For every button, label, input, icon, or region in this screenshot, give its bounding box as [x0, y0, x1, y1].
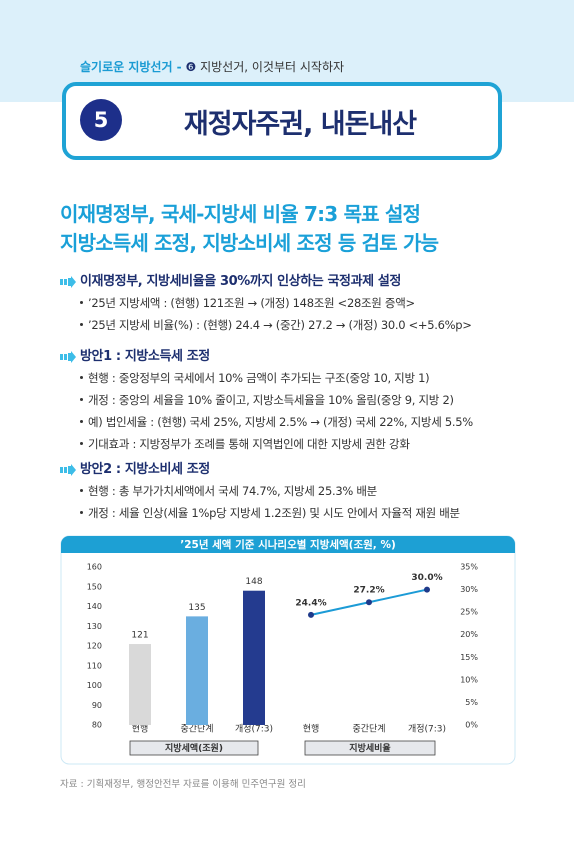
y-tick-label: 120: [87, 642, 102, 651]
chart: ’25년 세액 기준 시나리오별 지방세액(조원, %) 80 90 100 110 1…: [60, 535, 516, 765]
title-box: [62, 82, 502, 160]
group-label: 지방세액(조원): [165, 742, 223, 754]
bullet-item: ’25년 지방세액 : (현행) 121조원 → (개정) 148조원 <28조…: [80, 296, 415, 310]
y-tick-label: 150: [87, 582, 102, 591]
bullet-item: 예) 법인세율 : (현행) 국세 25%, 지방세 2.5% → (개정) 국…: [80, 415, 473, 429]
marker: [308, 611, 314, 618]
section-heading: 방안2 : 지방소비세 조정: [80, 462, 210, 477]
y-tick-label: 0%: [465, 721, 478, 730]
x-tick-label: 현행: [303, 723, 320, 735]
x-tick-label: 개정(7:3): [235, 724, 273, 735]
x-tick-label: 중간단계: [352, 723, 385, 735]
x-tick-label: 현행: [132, 723, 149, 735]
y-tick-label: 90: [92, 701, 102, 710]
y-tick-label: 80: [92, 721, 102, 730]
y-tick-label: 10%: [460, 675, 478, 684]
value-label: 27.2%: [353, 586, 384, 596]
group-label: 지방세비율: [349, 742, 390, 754]
group-box: [304, 740, 436, 756]
title: 재정자주권, 내돈내산: [183, 109, 417, 140]
marker: [366, 599, 372, 606]
value-label: 148: [245, 577, 262, 587]
bullet-item: 현행 : 중앙정부의 국세에서 10% 금액이 추가되는 구조(중앙 10, 지…: [79, 371, 430, 385]
y-tick-label: 110: [87, 661, 102, 670]
bar: [243, 590, 265, 725]
source: 자료 : 기획재정부, 행정안전부 자료를 이용해 민주연구원 정리: [60, 779, 306, 790]
bullet-item: 기대효과 : 지방정부가 조례를 통해 지역법인에 대한 지방세 권한 강화: [80, 437, 410, 451]
y-tick-label: 25%: [460, 608, 478, 617]
y-tick-label: 35%: [460, 563, 478, 572]
y-tick-label: 140: [87, 602, 102, 611]
series: 슬기로운 지방선거 -: [80, 60, 182, 74]
bullet-item: 개정 : 세율 인상(세율 1%p당 지방세 1.2조원) 및 시도 안에서 자…: [80, 506, 460, 520]
arrow-icon: [60, 464, 76, 476]
headline: 이재명정부, 국세-지방세 비율 7:3 목표 설정: [60, 202, 421, 226]
bar: [186, 616, 208, 725]
y-tick-label: 130: [87, 622, 102, 631]
badge: ❻: [185, 60, 197, 74]
y-tick-label: 100: [87, 681, 102, 690]
value-label: 135: [188, 603, 205, 613]
title-number: 5: [80, 99, 122, 141]
bar: [129, 644, 151, 725]
chart-title-bar: [61, 536, 515, 553]
marker: [424, 586, 430, 593]
x-tick-label: 개정(7:3): [408, 724, 446, 735]
bullet-item: 현행 : 총 부가가치세액에서 국세 74.7%, 지방세 25.3% 배분: [80, 484, 377, 498]
chart-title: ’25년 세액 기준 시나리오별 지방세액(조원, %): [180, 538, 396, 551]
arrow-icon: [60, 276, 76, 288]
x-tick-label: 중간단계: [180, 723, 213, 735]
headline: 지방소득세 조정, 지방소비세 조정 등 검토 가능: [60, 231, 439, 255]
section-heading: 이재명정부, 지방세비율을 30%까지 인상하는 국정과제 설정: [80, 274, 401, 289]
arrow-icon: [60, 351, 76, 363]
value-label: 121: [131, 631, 148, 641]
running-header: 슬기로운 지방선거 - ❻ 지방선거, 이것부터 시작하자: [80, 58, 344, 75]
y-tick-label: 30%: [460, 585, 478, 594]
y-tick-label: 160: [87, 563, 102, 572]
section-heading: 방안1 : 지방소득세 조정: [80, 349, 210, 364]
bullet-item: 개정 : 중앙의 세율을 10% 줄이고, 지방소득세율을 10% 올림(중앙 …: [80, 393, 454, 407]
bullet-item: ’25년 지방세 비율(%) : (현행) 24.4 → (중간) 27.2 →…: [80, 318, 472, 332]
section-icon: [60, 461, 76, 476]
y-tick-label: 20%: [460, 630, 478, 639]
section-icon: [60, 273, 76, 288]
value-label: 30.0%: [411, 573, 442, 583]
chapter: 지방선거, 이것부터 시작하자: [200, 60, 345, 74]
group-box: [129, 740, 259, 756]
section-icon: [60, 348, 76, 363]
y-tick-label: 5%: [465, 698, 478, 707]
value-label: 24.4%: [295, 598, 326, 608]
y-tick-label: 15%: [460, 653, 478, 662]
